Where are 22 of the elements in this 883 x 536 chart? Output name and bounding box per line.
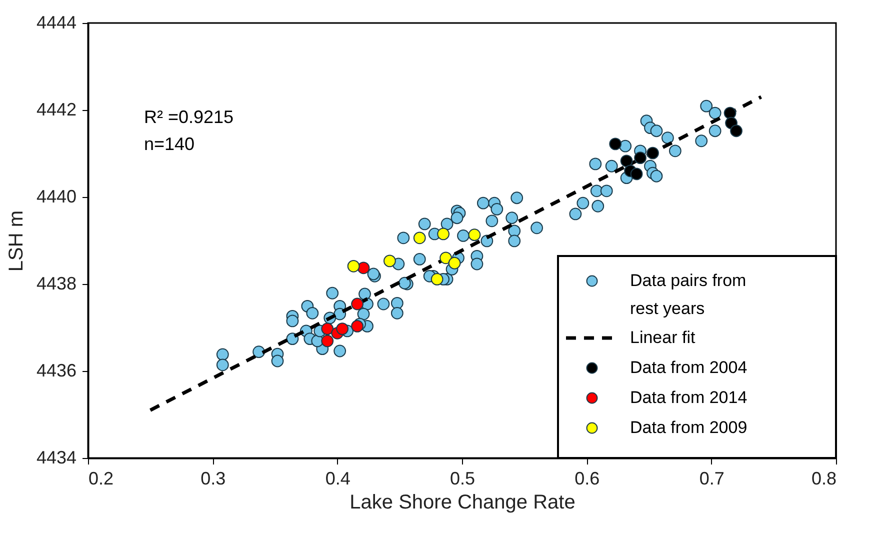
annotation: n=140 xyxy=(144,134,195,154)
x-tick-label: 0.5 xyxy=(450,468,476,488)
x-axis-title: Lake Shore Change Rate xyxy=(350,492,576,514)
annotation: R² =0.9215 xyxy=(144,107,234,127)
y-tick-label: 4436 xyxy=(36,360,76,380)
y-tick-label: 4442 xyxy=(36,100,76,120)
y-tick-label: 4444 xyxy=(36,12,76,32)
legend-label: Data from 2014 xyxy=(630,388,748,407)
y-tick-label: 4440 xyxy=(36,186,76,206)
y-tick-label: 4434 xyxy=(36,448,76,468)
y-tick-label: 4438 xyxy=(36,274,76,294)
x-tick-label: 0.2 xyxy=(88,468,114,488)
x-tick-label: 0.7 xyxy=(699,468,724,488)
x-tick-label: 0.4 xyxy=(325,468,350,488)
legend-label: Data from 2004 xyxy=(630,358,748,377)
y-axis-title: LSH m xyxy=(5,210,28,272)
legend-label: Data pairs from rest years xyxy=(630,271,746,318)
x-tick-label: 0.8 xyxy=(811,468,836,488)
legend-label: Linear fit xyxy=(630,328,696,347)
x-tick-label: 0.3 xyxy=(200,468,226,488)
legend-label: Data from 2009 xyxy=(630,418,748,437)
x-tick-label: 0.6 xyxy=(574,468,600,488)
